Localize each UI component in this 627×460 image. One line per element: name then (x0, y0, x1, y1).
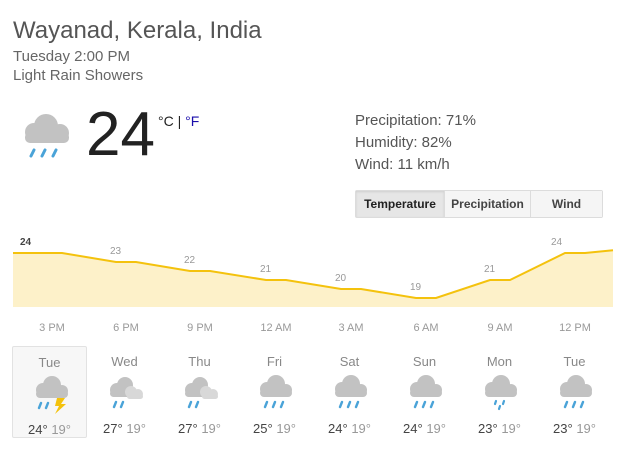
day-forecast-tue[interactable]: Tue 24° 19° (12, 346, 87, 438)
chart-area-fill (13, 250, 613, 307)
location-title: Wayanad, Kerala, India (13, 17, 262, 44)
day-name: Tue (563, 354, 586, 369)
x-tick-label: 12 AM (260, 322, 292, 334)
precipitation-stat: Precipitation: 71% (355, 112, 476, 129)
day-temps: 24° 19° (13, 422, 86, 437)
day-high: 25° (253, 421, 273, 436)
x-tick-label: 3 AM (338, 322, 364, 334)
datetime: Tuesday 2:00 PM (13, 48, 131, 65)
day-name: Fri (266, 354, 283, 369)
partly-cloudy-rain-icon (110, 377, 143, 409)
chart-data-label: 24 (551, 237, 563, 248)
day-low: 19° (201, 421, 221, 436)
day-forecast-sun[interactable]: Sun 24° 19° (387, 346, 462, 438)
humidity-stat: Humidity: 82% (355, 134, 452, 151)
daily-forecast: Tue 24° 19° Wed 27° 19° Thu 27° 19° Fri 25° 19°… (12, 346, 612, 438)
day-forecast-wed[interactable]: Wed 27° 19° (87, 346, 162, 438)
day-name: Wed (111, 354, 138, 369)
day-temps: 24° 19° (312, 421, 387, 436)
condition: Light Rain Showers (13, 67, 144, 84)
day-temps: 25° 19° (237, 421, 312, 436)
day-low: 19° (51, 422, 71, 437)
rain-shower-icon (260, 375, 292, 409)
day-high: 23° (553, 421, 573, 436)
rain-shower-icon (560, 375, 592, 409)
x-tick-label: 6 AM (413, 322, 439, 334)
tab-wind[interactable]: Wind (530, 191, 602, 217)
partly-cloudy-rain-icon (185, 377, 218, 409)
day-low: 19° (576, 421, 596, 436)
chart-data-label: 24 (20, 237, 32, 248)
unit-toggle: °C | °F (158, 113, 199, 129)
day-low: 19° (126, 421, 146, 436)
x-tick-label: 9 AM (487, 322, 513, 334)
day-name: Mon (486, 354, 513, 369)
chart-data-label: 21 (484, 264, 496, 275)
tab-temperature[interactable]: Temperature (356, 191, 444, 217)
day-temps: 24° 19° (387, 421, 462, 436)
chart-data-label: 19 (410, 282, 422, 293)
chart-data-label: 21 (260, 264, 272, 275)
day-high: 23° (478, 421, 498, 436)
day-high: 24° (28, 422, 48, 437)
day-low: 19° (276, 421, 296, 436)
current-temperature: 24 (86, 100, 155, 169)
chart-data-label: 23 (110, 246, 122, 257)
day-high: 24° (403, 421, 423, 436)
day-forecast-thu[interactable]: Thu 27° 19° (162, 346, 237, 438)
day-low: 19° (351, 421, 371, 436)
day-low: 19° (501, 421, 521, 436)
x-tick-label: 9 PM (187, 322, 213, 334)
x-tick-label: 6 PM (113, 322, 139, 334)
day-forecast-tue[interactable]: Tue 23° 19° (537, 346, 612, 438)
unit-fahrenheit[interactable]: °F (185, 113, 200, 129)
day-temps: 23° 19° (537, 421, 612, 436)
wind-stat: Wind: 11 km/h (355, 156, 450, 173)
day-high: 24° (328, 421, 348, 436)
x-tick-label: 3 PM (39, 322, 65, 334)
day-forecast-sat[interactable]: Sat 24° 19° (312, 346, 387, 438)
temperature-chart: 24 23 22 21 20 19 21 24 (13, 237, 614, 307)
weather-stats: Precipitation: 71% Humidity: 82% Wind: 1… (355, 110, 476, 176)
day-name: Sat (339, 354, 360, 369)
light-rain-icon (485, 375, 517, 411)
tab-precipitation[interactable]: Precipitation (444, 191, 530, 217)
rain-thunder-icon (36, 376, 68, 414)
day-temps: 27° 19° (87, 421, 162, 436)
unit-separator: | (173, 113, 186, 129)
day-high: 27° (103, 421, 123, 436)
chart-series-line (13, 249, 614, 299)
day-high: 27° (178, 421, 198, 436)
day-name: Thu (188, 354, 211, 369)
unit-celsius[interactable]: °C (158, 113, 174, 129)
chart-tabs: Temperature Precipitation Wind (355, 190, 603, 218)
day-name: Sun (412, 354, 437, 369)
day-name: Tue (38, 355, 61, 370)
rain-shower-icon (410, 375, 442, 409)
chart-data-label: 20 (335, 273, 347, 284)
x-tick-label: 12 PM (559, 322, 591, 334)
day-temps: 27° 19° (162, 421, 237, 436)
day-temps: 23° 19° (462, 421, 537, 436)
rain-shower-icon (335, 375, 367, 409)
day-low: 19° (426, 421, 446, 436)
day-forecast-fri[interactable]: Fri 25° 19° (237, 346, 312, 438)
chart-data-label: 22 (184, 255, 196, 266)
rain-shower-cloud-icon (25, 114, 69, 158)
day-forecast-mon[interactable]: Mon 23° 19° (462, 346, 537, 438)
